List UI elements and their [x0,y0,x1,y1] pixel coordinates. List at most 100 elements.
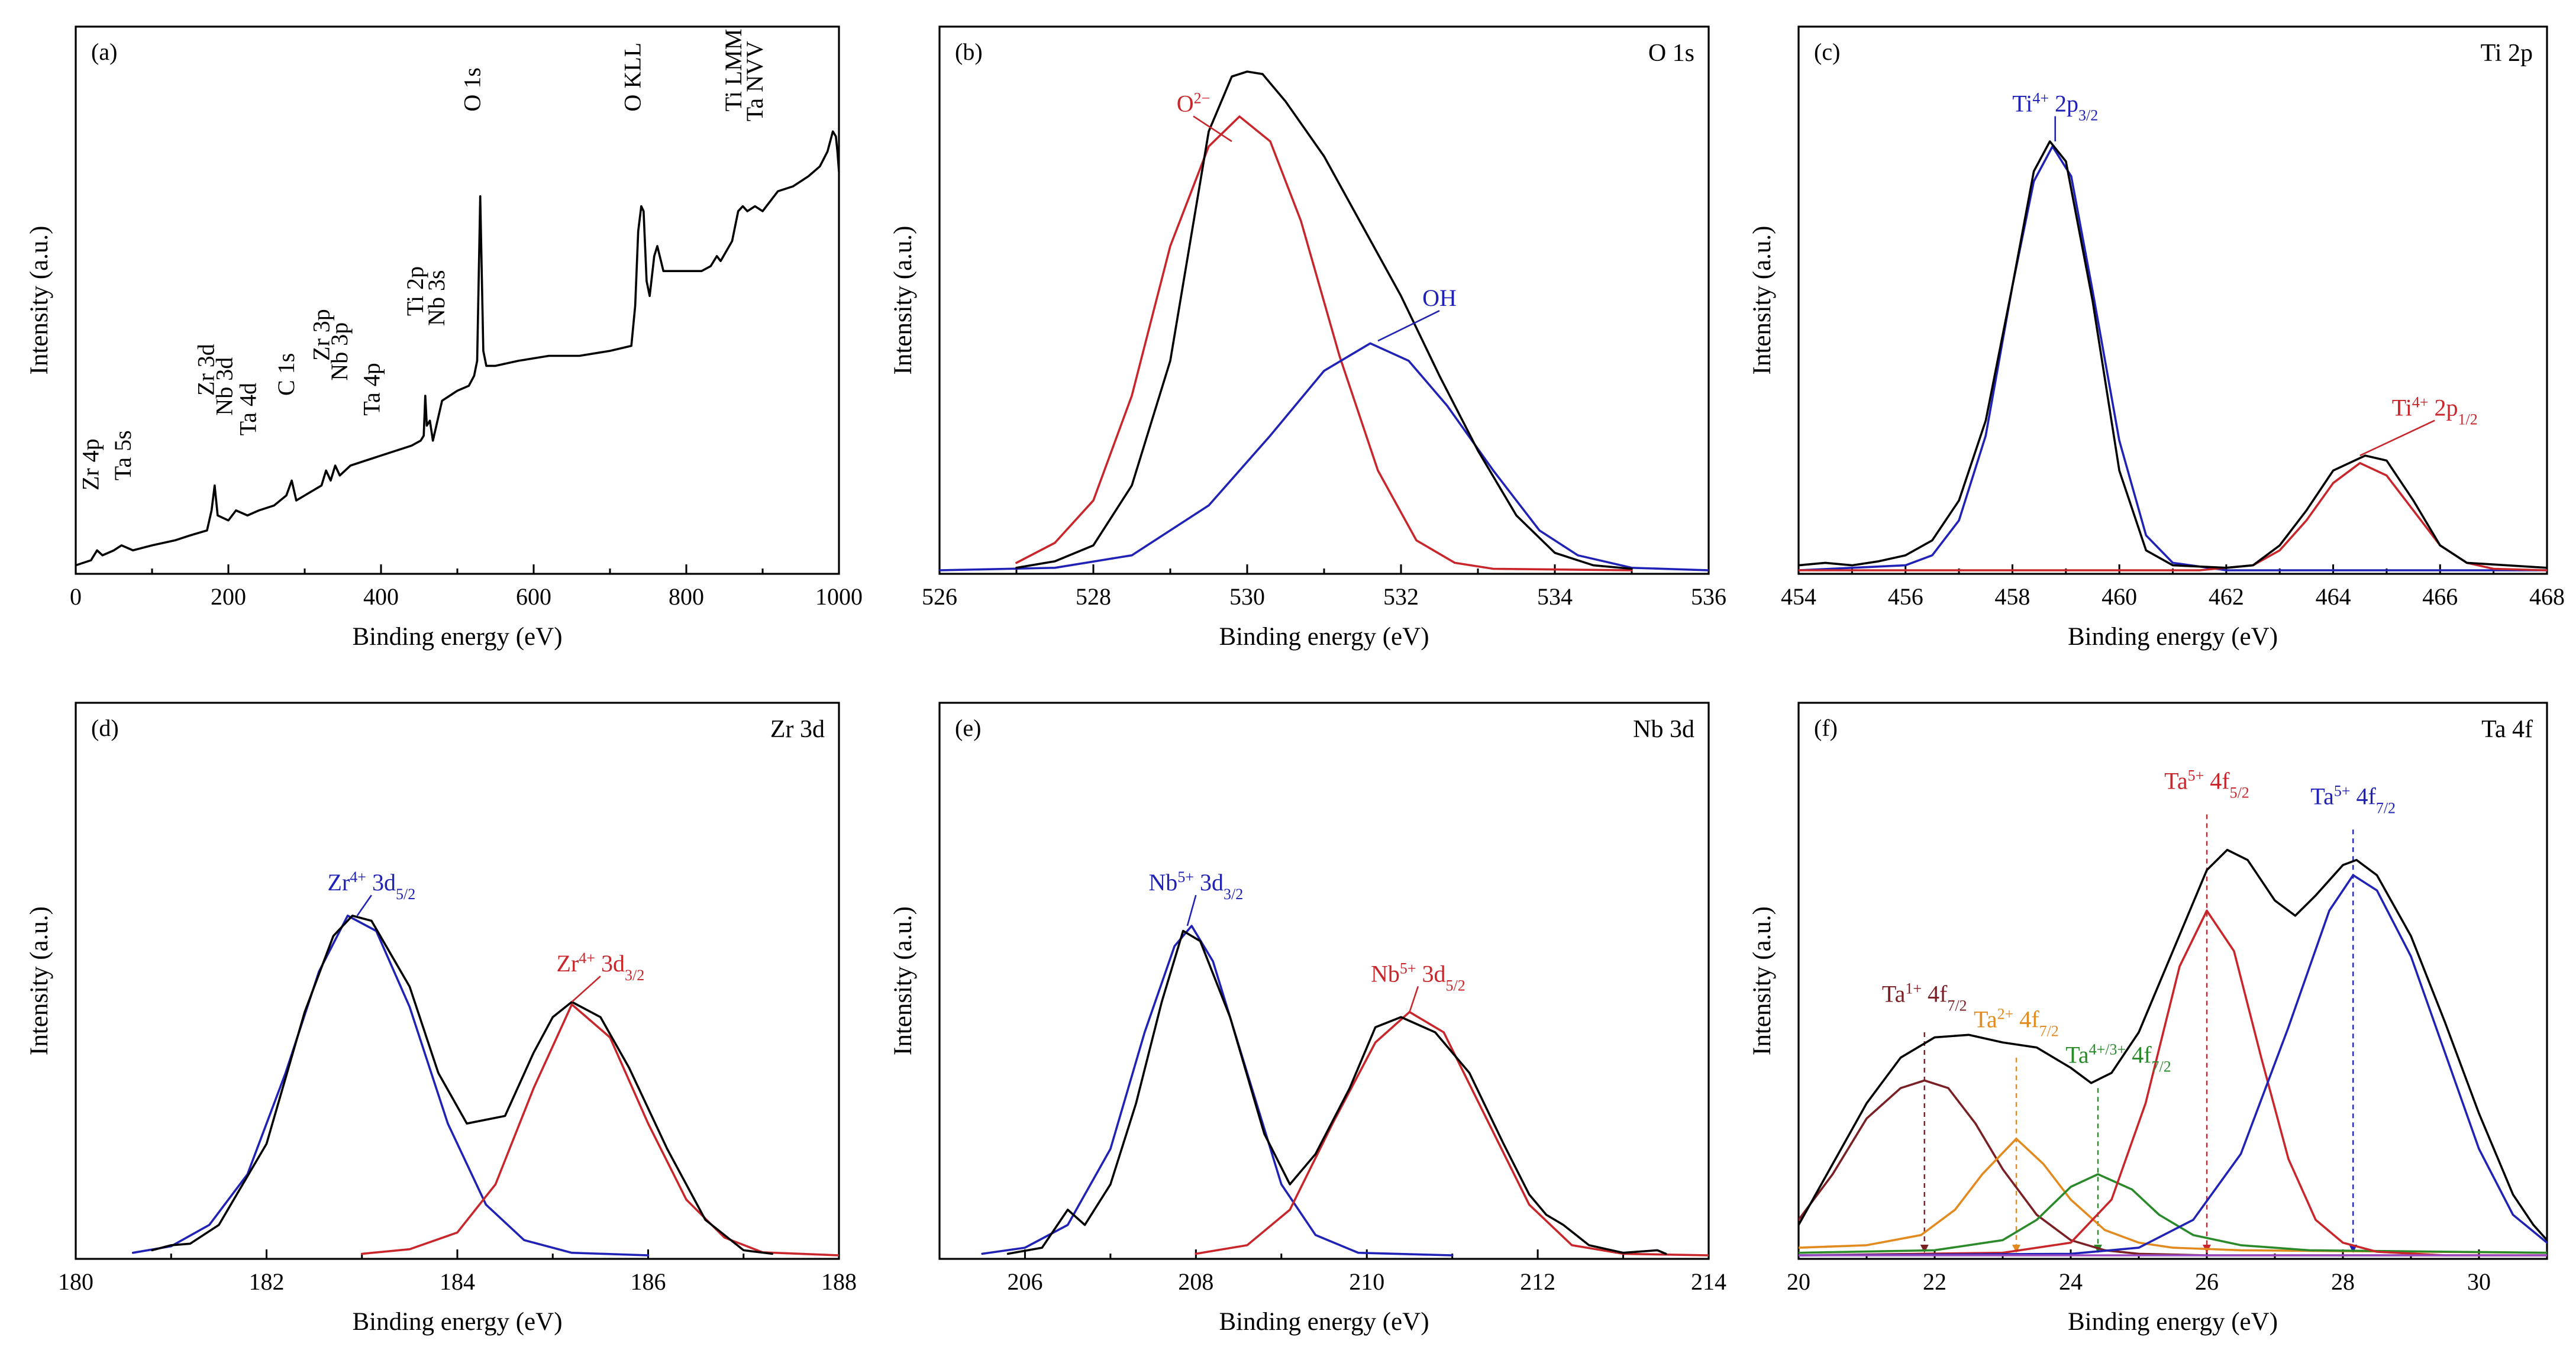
annotation-leader-line [2359,419,2435,457]
series-group [1799,140,2547,571]
series-envelope [1799,140,2547,569]
x-tick-label: 20 [1787,1268,1810,1295]
component-label: Ta5+ 4f7/2 [2310,782,2396,816]
component-label: Ti4+ 2p3/2 [2012,89,2098,124]
x-tick-label: 468 [2529,583,2565,610]
panel-d: 180 182 184 186 188 Binding energy (eV) Intens… [25,702,857,1336]
plot-frame-f [1797,702,2548,1260]
y-axis-label: Intensity (a.u.) [889,906,917,1055]
peak-annotation: Zr 4p [78,438,104,490]
panel-title: Nb 3d [1633,716,1694,743]
peak-annotation: Nb 3d [211,357,237,416]
x-tick-label: 454 [1781,583,1816,610]
y-axis-label: Intensity (a.u.) [25,226,53,375]
annotation-leader-line [1377,310,1440,342]
annotation-leader-line [1193,115,1232,143]
x-tick-label: 600 [516,583,551,610]
y-axis-label: Intensity (a.u.) [1748,906,1776,1055]
x-tick-label: 206 [1007,1268,1042,1295]
series-ta5-4f5-2 [1799,909,2547,1257]
panel-e: 206 208 210 212 214 Binding energy (eV) Intens… [889,702,1726,1336]
peak-annotation: Ta 4p [358,363,385,415]
x-tick-label: 208 [1178,1268,1213,1295]
x-tick-label: 210 [1349,1268,1384,1295]
x-tick-label: 536 [1691,583,1726,610]
peak-annotation: Nb 3p [326,322,353,381]
y-axis-label: Intensity (a.u.) [25,906,53,1055]
panel-label: (a) [91,38,117,65]
y-axis-label: Intensity (a.u.) [1748,226,1776,375]
panel-title: Ti 2p [2481,40,2533,67]
x-tick-label: 22 [1923,1268,1946,1295]
peak-annotation: Ti LMM [720,29,747,112]
x-tick-label: 456 [1888,583,1923,610]
x-tick-label: 400 [363,583,399,610]
series-oh [940,342,1709,571]
peak-annotation: Nb 3s [423,270,450,325]
panel-label: (f) [1814,715,1838,741]
component-label: Nb5+ 3d5/2 [1371,960,1465,994]
x-tick-label: 186 [631,1268,666,1295]
peak-arrow-marker [1920,1245,1929,1253]
panel-label: (d) [91,715,119,741]
panel-title: Ta 4f [2481,716,2533,743]
x-axis-label: Binding energy (eV) [1219,1308,1429,1336]
panel-label: (c) [1814,38,1840,65]
panel-label: (b) [955,38,983,65]
x-tick-label: 182 [249,1268,285,1295]
series-ta4-3-4f7-2 [1799,1173,2547,1254]
annotation-leader-line [571,976,601,1003]
x-axis-label: Binding energy (eV) [2068,1308,2278,1336]
series-nb5-3d3-2 [981,925,1454,1257]
component-label: Ti4+ 2p1/2 [2392,393,2478,428]
panel-title: Zr 3d [770,716,825,743]
x-tick-label: 534 [1537,583,1573,610]
component-label: O2− [1177,89,1210,117]
component-label: OH [1422,285,1457,311]
component-label: Ta1+ 4f7/2 [1882,980,1967,1014]
x-tick-label: 24 [2059,1268,2083,1295]
series-envelope [1006,929,1667,1255]
peak-annotation: Ta 4d [234,383,261,435]
x-tick-label: 466 [2422,583,2458,610]
component-label: Zr4+ 3d5/2 [328,868,416,903]
panel-label: (e) [955,715,981,741]
x-tick-label: 188 [821,1268,857,1295]
x-tick-label: 28 [2331,1268,2355,1295]
x-axis-label: Binding energy (eV) [2068,623,2278,651]
x-tick-label: 528 [1076,583,1111,610]
panel-a: 0 200 400 600 800 1000 Binding energy (eV) Inte… [25,25,863,651]
component-label: Nb5+ 3d3/2 [1148,868,1243,903]
peak-arrow-marker [2012,1245,2020,1253]
series-o2- [1015,115,1633,571]
x-tick-label: 530 [1229,583,1265,610]
x-axis-label: Binding energy (eV) [1219,623,1429,651]
y-axis-label: Intensity (a.u.) [889,226,917,375]
series-group [131,915,839,1257]
x-tick-label: 462 [2209,583,2244,610]
series-group [1799,814,2547,1257]
x-tick-label: 180 [58,1268,93,1295]
x-tick-label: 800 [669,583,704,610]
x-tick-label: 200 [211,583,246,610]
peak-annotation: Zr 3p [308,309,334,361]
series-ta5-4f7-2 [1799,874,2547,1257]
x-tick-label: 464 [2316,583,2351,610]
peak-annotation: Ta 5s [109,430,136,480]
peak-annotation: Ta NVV [741,41,768,121]
series-group [76,130,839,567]
x-tick-label: 458 [1994,583,2030,610]
x-tick-label: 184 [440,1268,475,1295]
series-ti4-2p3-2 [1799,145,2547,571]
panel-f: 20 22 24 26 28 30 Binding energy (eV) Intensity… [1748,702,2548,1336]
x-tick-label: 532 [1383,583,1419,610]
series-nb5-3d5-2 [1195,1010,1709,1257]
component-label: Zr4+ 3d3/2 [557,949,645,984]
panel-b: 526 528 530 532 534 536 Binding energy (eV) Int… [889,25,1726,651]
peak-annotation: O 1s [459,67,486,111]
x-tick-label: 526 [922,583,957,610]
annotation-leader-line [1409,986,1419,1013]
x-tick-label: 212 [1520,1268,1555,1295]
plot-frame-e [938,702,1710,1260]
